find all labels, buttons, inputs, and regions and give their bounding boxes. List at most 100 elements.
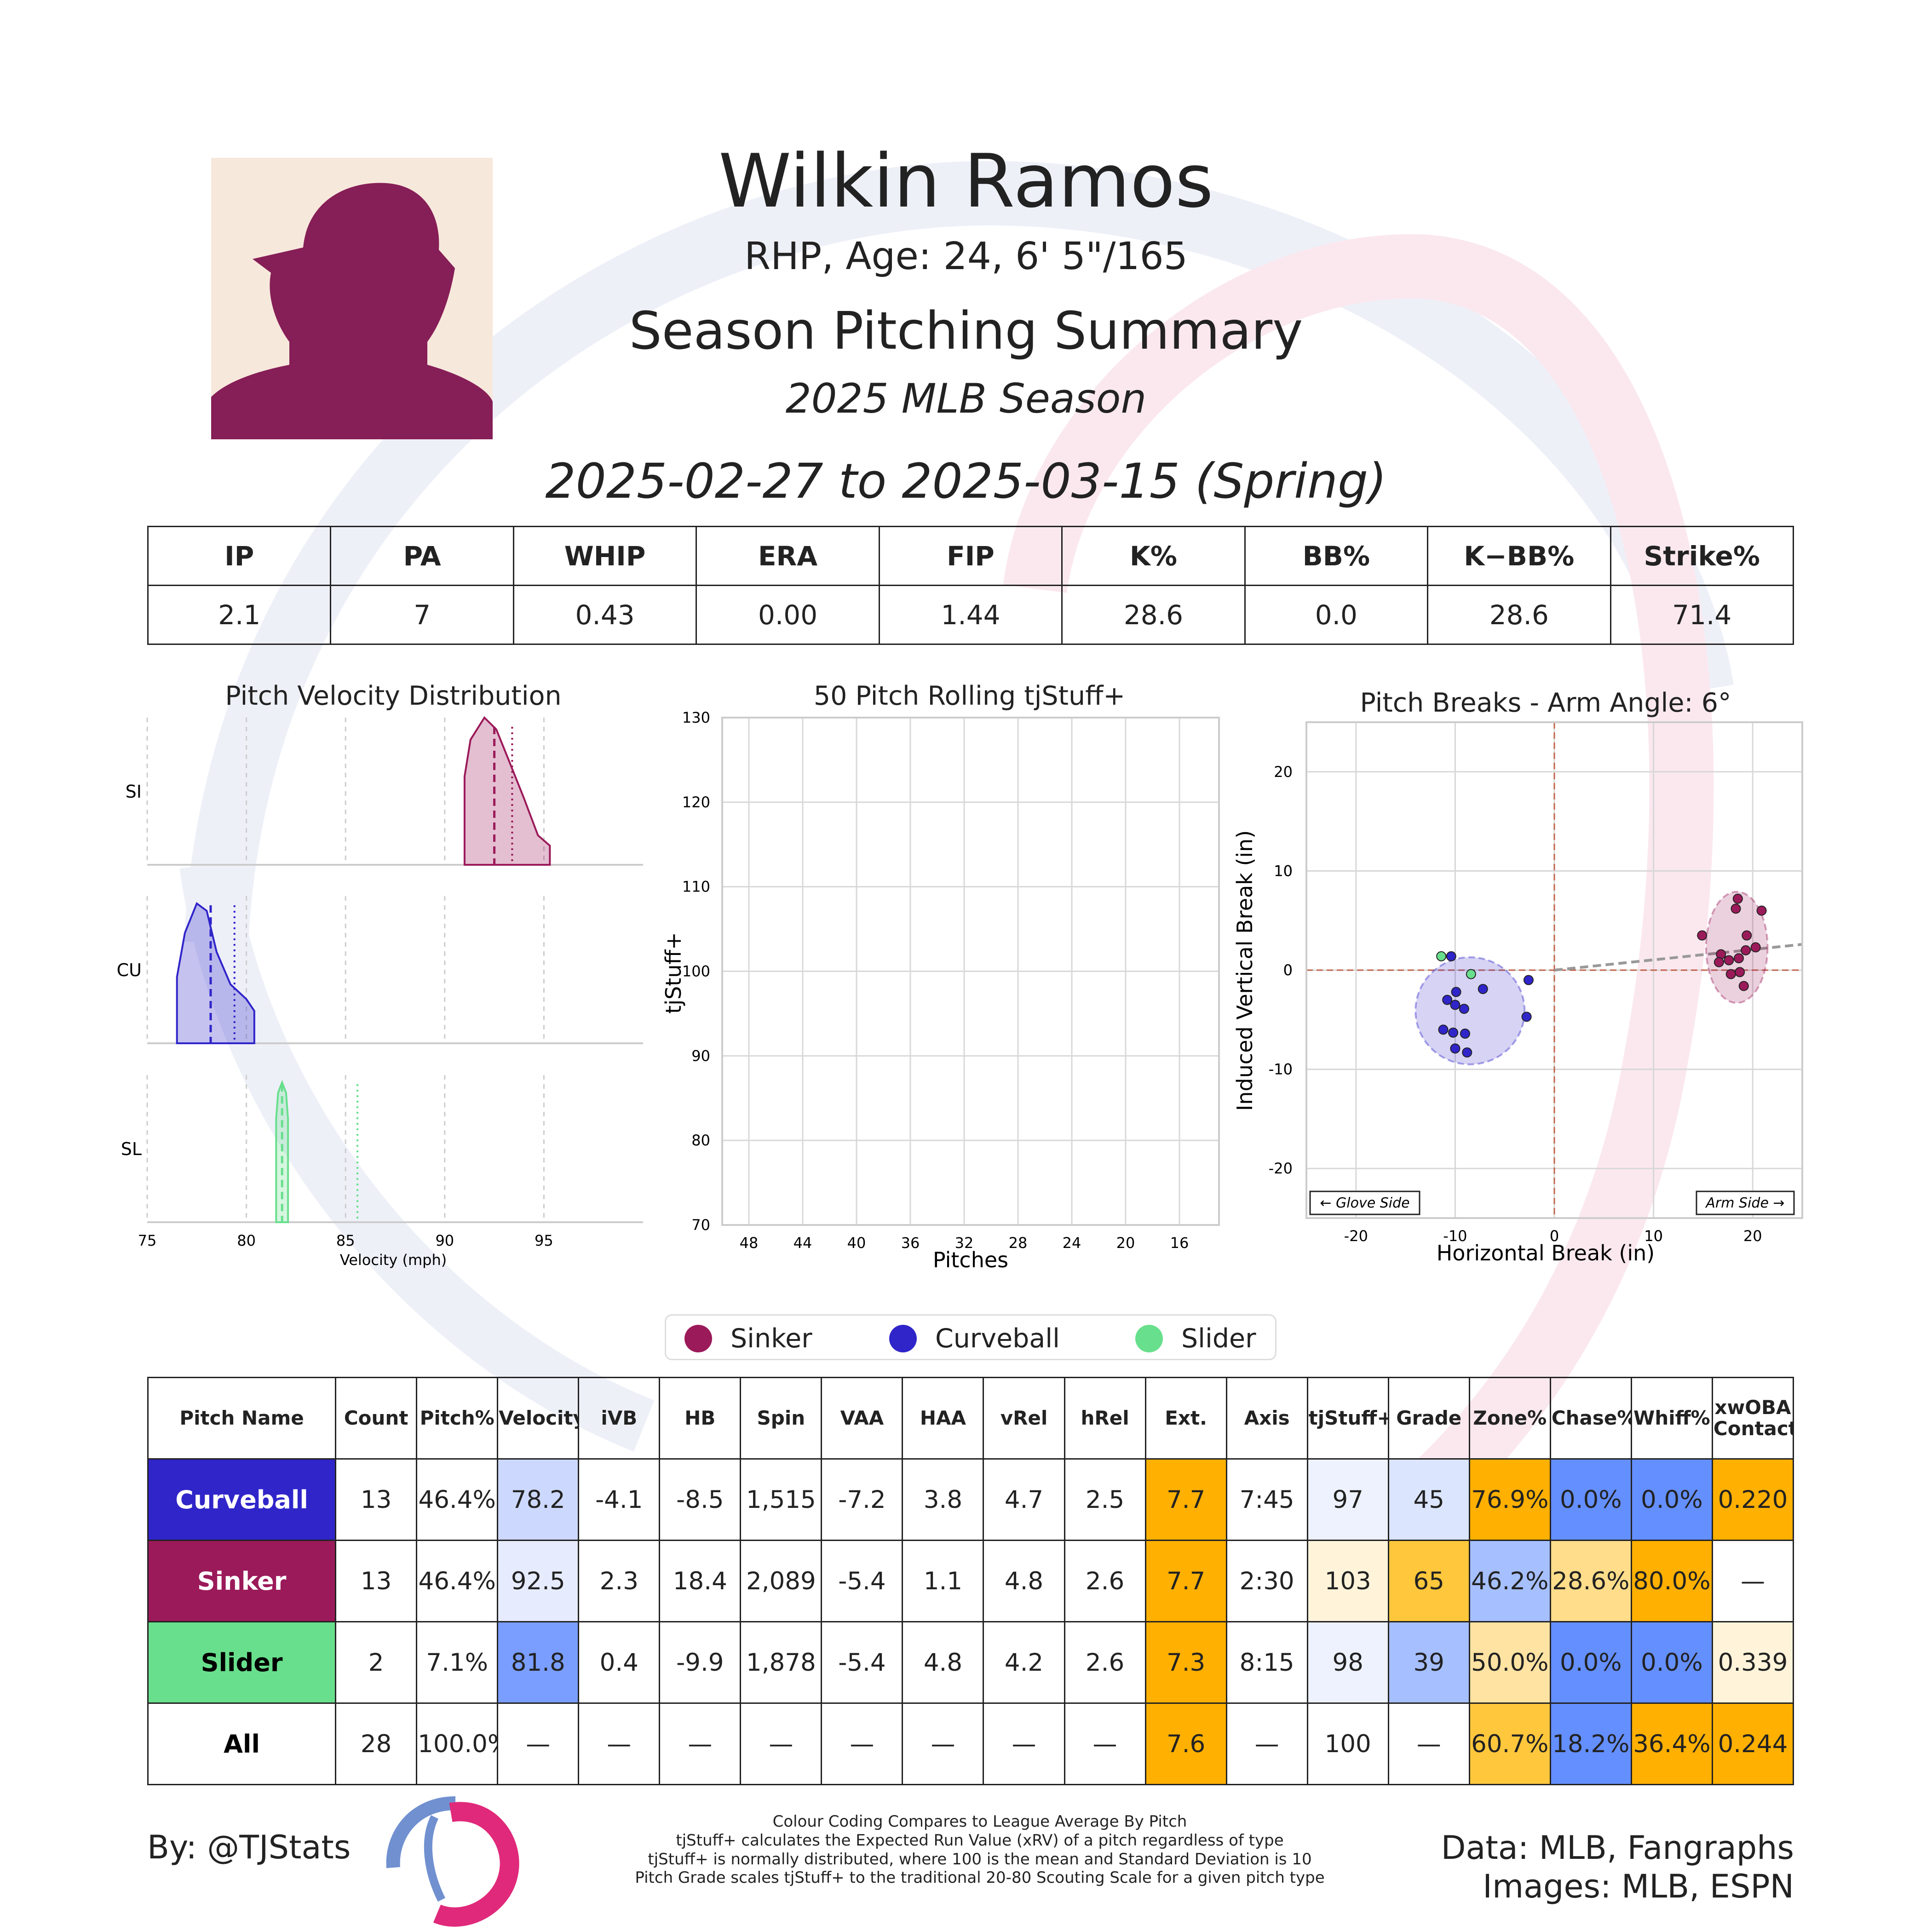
x-tick-label: 48 <box>740 1234 759 1252</box>
y-tick-label: 0 <box>1283 961 1293 979</box>
pitch-point <box>1734 953 1744 964</box>
x-tick-label: 40 <box>847 1234 866 1252</box>
stat-header: BB% <box>1244 526 1429 586</box>
metric-cell: 7.7 <box>1144 1458 1227 1541</box>
legend-marker <box>889 1325 917 1352</box>
pitch-table-header: Spin <box>740 1377 822 1460</box>
pitch-point <box>1697 930 1708 941</box>
metric-cell: 18.4 <box>659 1540 742 1622</box>
x-tick-label: 24 <box>1063 1234 1081 1252</box>
pitch-legend: Sinker Curveball Slider <box>665 1314 1276 1360</box>
y-tick-label: -10 <box>1269 1061 1293 1078</box>
pitch-point <box>1521 1012 1532 1022</box>
stat-value: 7 <box>330 585 514 645</box>
pitch-table-header: HB <box>659 1377 742 1460</box>
pitch-point <box>1438 1024 1449 1035</box>
density-area <box>275 1080 289 1223</box>
pitch-point <box>1446 951 1456 961</box>
metric-cell: 39 <box>1387 1621 1470 1704</box>
credits-images: Images: MLB, ESPN <box>1483 1868 1794 1905</box>
pitch-point <box>1742 930 1752 941</box>
player-name: Wilkin Ramos <box>719 138 1213 224</box>
pitch-table-header: Whiff% <box>1630 1377 1713 1460</box>
metric-cell: 65 <box>1387 1540 1470 1622</box>
metric-cell: -8.5 <box>659 1458 742 1541</box>
x-tick-label: 32 <box>955 1234 974 1252</box>
metric-cell: 13 <box>335 1540 418 1622</box>
metric-cell: 2:30 <box>1225 1540 1308 1622</box>
metric-cell: 28.6% <box>1549 1540 1632 1622</box>
pitch-point <box>1459 1004 1469 1014</box>
metric-cell: — <box>497 1702 580 1785</box>
legend-label: Curveball <box>935 1323 1060 1354</box>
velocity-chart-title: Pitch Velocity Distribution <box>225 681 562 711</box>
metric-cell: 2 <box>335 1621 418 1704</box>
stat-header: Strike% <box>1610 526 1794 586</box>
legend-marker <box>684 1325 712 1352</box>
metric-cell: 1,515 <box>740 1458 822 1541</box>
row-label: SL <box>121 1139 142 1159</box>
y-tick-label: -10 <box>1269 1061 1293 1078</box>
metric-cell: 3.8 <box>902 1458 984 1541</box>
metric-cell: 4.8 <box>902 1621 984 1704</box>
y-tick-label: 80 <box>691 1132 710 1149</box>
y-tick-label: -20 <box>1269 1160 1293 1177</box>
legend-label: Sinker <box>730 1323 812 1354</box>
pitch-table-header: Grade <box>1387 1377 1470 1460</box>
metric-cell: 2.5 <box>1064 1458 1146 1541</box>
metric-cell: 46.4% <box>416 1458 499 1541</box>
x-tick-label: 85 <box>336 1232 355 1249</box>
metric-cell: 0.244 <box>1711 1702 1794 1785</box>
pitch-table-header: HAA <box>902 1377 984 1460</box>
arm-side-box <box>1696 1190 1795 1215</box>
pitch-point <box>1523 975 1534 985</box>
pitch-table-header: Ext. <box>1144 1377 1227 1460</box>
metric-cell: 4.8 <box>983 1540 1065 1622</box>
metric-cell: — <box>821 1702 903 1785</box>
metric-cell: -4.1 <box>578 1458 661 1541</box>
pitch-point <box>1462 1047 1472 1058</box>
pitch-table-header: VAA <box>821 1377 903 1460</box>
table-row: Slider 2 7.1% 81.8 0.4 -9.9 1,878 -5.4 4.8 4.2 2.6… <box>147 1621 1794 1704</box>
y-tick-label: 90 <box>691 1047 710 1064</box>
pitch-point <box>1448 1027 1459 1038</box>
pitch-point <box>1450 1043 1460 1054</box>
glove-side-box <box>1309 1190 1420 1215</box>
player-headshot <box>211 158 493 439</box>
pitch-point <box>1756 905 1767 916</box>
x-tick-label: 90 <box>435 1232 454 1249</box>
velocity-x-label: Velocity (mph) <box>340 1251 447 1269</box>
arm-side-label: Arm Side → <box>1705 1195 1784 1211</box>
pitch-point <box>1436 951 1447 961</box>
row-label: SI <box>126 782 142 802</box>
stat-value: 0.00 <box>696 585 880 645</box>
breaks-y-label: Induced Vertical Break (in) <box>1232 830 1257 1111</box>
metric-cell: — <box>902 1702 984 1785</box>
metric-cell: — <box>1711 1540 1794 1622</box>
metric-cell: 7.3 <box>1144 1621 1227 1704</box>
rolling-stuff-chart: Pitches tjStuff+ 70 80 90 100 110 120 130 48 44 4… <box>661 709 1220 1272</box>
metric-cell: 2.3 <box>578 1540 661 1622</box>
stat-value: 71.4 <box>1610 585 1794 645</box>
metric-cell: — <box>1387 1702 1470 1785</box>
x-tick-label: 28 <box>1009 1234 1028 1252</box>
metric-cell: 76.9% <box>1468 1458 1551 1541</box>
y-tick-label: 120 <box>682 794 710 811</box>
metric-cell: 8:15 <box>1225 1621 1308 1704</box>
metric-cell: -5.4 <box>821 1540 903 1622</box>
pitch-name-cell: Slider <box>147 1621 337 1704</box>
metric-cell: 36.4% <box>1630 1702 1713 1785</box>
metric-cell: 60.7% <box>1468 1702 1551 1785</box>
pitch-point <box>1750 942 1761 953</box>
metric-cell: 1.1 <box>902 1540 984 1622</box>
pitch-table-header: Chase% <box>1549 1377 1632 1460</box>
pitch-point <box>1466 969 1476 979</box>
rolling-y-label: tjStuff+ <box>661 932 686 1013</box>
legend-item-curveball: Curveball <box>889 1316 1060 1362</box>
x-tick-label: 75 <box>138 1232 157 1249</box>
y-tick-label: 10 <box>1274 862 1293 880</box>
pitch-point <box>1732 893 1743 904</box>
x-tick-label: 0 <box>1550 1227 1559 1245</box>
pitch-point <box>1714 957 1724 967</box>
metric-cell: 28 <box>335 1702 418 1785</box>
